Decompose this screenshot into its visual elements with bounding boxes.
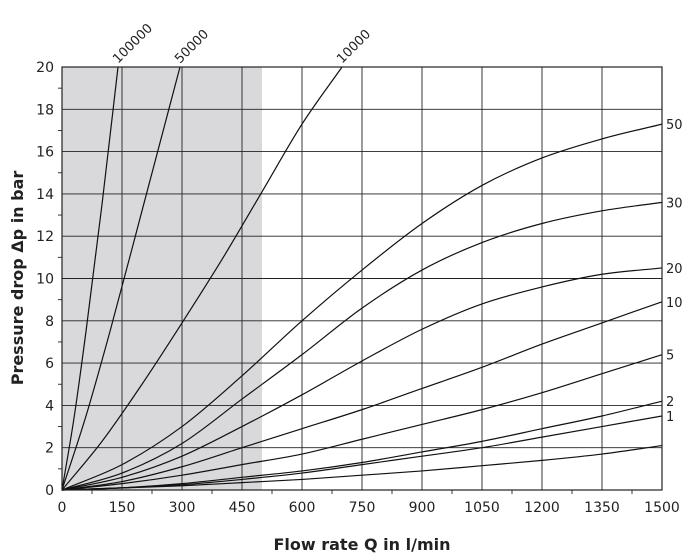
x-axis-title: Flow rate Q in l/min xyxy=(273,535,450,554)
x-tick-label: 450 xyxy=(229,500,256,516)
series-label-10: 10 xyxy=(666,296,683,311)
series-line-10 xyxy=(61,444,663,491)
series-label-10000: 10000 xyxy=(334,27,374,67)
y-tick-label: 20 xyxy=(36,60,54,76)
y-tick-label: 4 xyxy=(45,398,54,414)
y-tick-label: 16 xyxy=(36,145,54,161)
y-tick-label: 6 xyxy=(45,356,54,372)
y-tick-label: 12 xyxy=(36,229,54,245)
series-line-30 xyxy=(61,201,663,491)
series-label-1: 1 xyxy=(666,410,674,425)
series-label-100000: 100000 xyxy=(110,21,156,67)
y-tick-label: 2 xyxy=(45,441,54,457)
series-label-2: 2 xyxy=(666,395,674,410)
series-line-10000 xyxy=(61,66,343,491)
series-label-50000: 50000 xyxy=(172,27,212,67)
series-line-100000 xyxy=(61,66,119,491)
x-tick-label: 750 xyxy=(349,500,376,516)
series-label-5: 5 xyxy=(666,349,674,364)
series-label-20: 20 xyxy=(666,262,683,277)
series-label-30: 30 xyxy=(666,196,683,211)
y-tick-label: 10 xyxy=(36,272,54,288)
y-tick-label: 18 xyxy=(36,102,54,118)
series-line-5 xyxy=(61,354,663,491)
y-tick-label: 14 xyxy=(36,187,54,203)
x-tick-label: 1350 xyxy=(584,500,620,516)
x-tick-label: 1200 xyxy=(524,500,560,516)
x-tick-label: 0 xyxy=(58,500,67,516)
y-axis-title: Pressure drop Δp in bar xyxy=(8,171,27,386)
series-line-20 xyxy=(61,267,663,491)
series-line-2 xyxy=(61,400,663,491)
series-line-10 xyxy=(61,301,663,491)
x-tick-label: 300 xyxy=(169,500,196,516)
y-tick-label: 0 xyxy=(45,483,54,499)
series-line-50000 xyxy=(61,66,181,491)
x-tick-label: 600 xyxy=(289,500,316,516)
x-tick-label: 1050 xyxy=(464,500,500,516)
series-label-50: 50 xyxy=(666,118,683,133)
x-tick-label: 1500 xyxy=(644,500,680,516)
plot-frame xyxy=(61,66,663,491)
series-line-50 xyxy=(61,123,663,491)
y-tick-label: 8 xyxy=(45,314,54,330)
x-tick-label: 150 xyxy=(109,500,136,516)
x-tick-label: 900 xyxy=(409,500,436,516)
